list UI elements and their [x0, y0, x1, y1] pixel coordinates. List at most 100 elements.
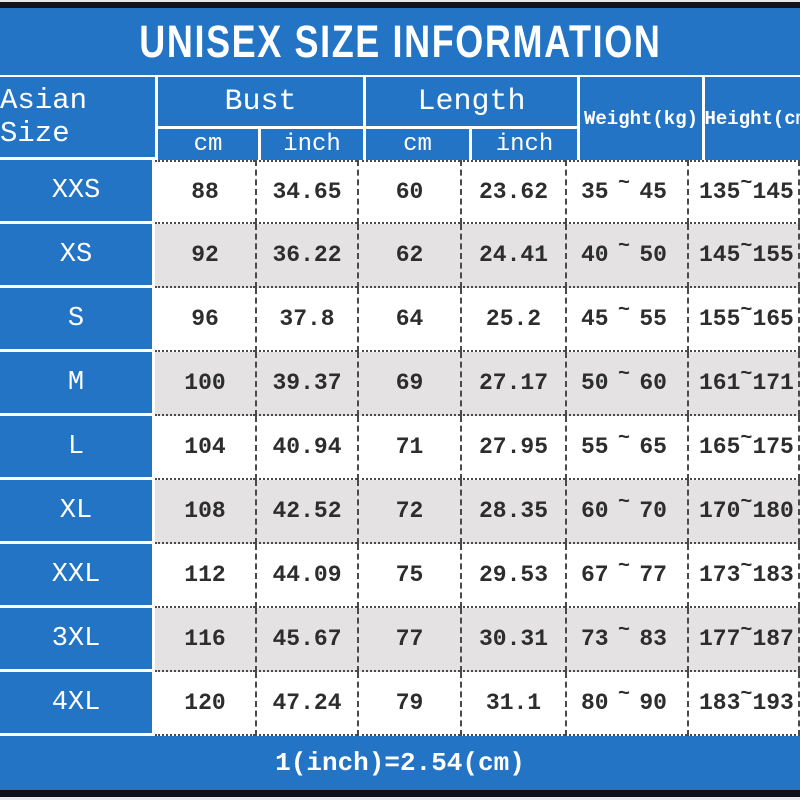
- column-header-length: Length: [366, 77, 577, 126]
- subheader-length-inch: inch: [472, 129, 577, 160]
- weight-min: 60: [581, 498, 609, 524]
- size-label: XL: [0, 480, 155, 544]
- weight-min: 40: [581, 242, 609, 268]
- table-row: S 96 37.8 64 25.2 45 ~55 155 ~165: [0, 288, 800, 352]
- column-header-asian-size: Asian Size: [0, 77, 155, 160]
- height-min: 155: [699, 306, 741, 332]
- bust-cm-cell: 112: [155, 544, 255, 608]
- size-label: M: [0, 352, 155, 416]
- column-header-weight: Weight(kg): [580, 77, 702, 160]
- size-label: S: [0, 288, 155, 352]
- page-title: UNISEX SIZE INFORMATION: [138, 15, 662, 67]
- weight-max: 45: [639, 179, 667, 205]
- bust-inch-cell: 36.22: [255, 224, 357, 288]
- bust-inch-cell: 40.94: [255, 416, 357, 480]
- height-max: 165: [752, 306, 794, 332]
- length-cm-cell: 79: [357, 672, 460, 736]
- tilde-separator: ~: [617, 171, 630, 195]
- tilde-separator: ~: [740, 490, 753, 514]
- length-cm-cell: 71: [357, 416, 460, 480]
- height-range-cell: 165 ~175: [687, 416, 800, 480]
- tilde-separator: ~: [617, 490, 630, 514]
- tilde-separator: ~: [740, 234, 753, 258]
- length-cm-cell: 64: [357, 288, 460, 352]
- tilde-separator: ~: [740, 426, 753, 450]
- weight-min: 35: [581, 179, 609, 205]
- length-inch-cell: 28.35: [460, 480, 565, 544]
- tilde-separator: ~: [617, 426, 630, 450]
- length-cm-cell: 75: [357, 544, 460, 608]
- height-max: 187: [752, 626, 794, 652]
- bust-cm-cell: 116: [155, 608, 255, 672]
- weight-max: 70: [639, 498, 667, 524]
- table-row: 3XL 116 45.67 77 30.31 73 ~83 177 ~187: [0, 608, 800, 672]
- weight-range-cell: 73 ~83: [565, 608, 687, 672]
- length-inch-cell: 29.53: [460, 544, 565, 608]
- weight-min: 73: [581, 626, 609, 652]
- weight-max: 90: [639, 690, 667, 716]
- tilde-separator: ~: [740, 618, 753, 642]
- length-inch-cell: 31.1: [460, 672, 565, 736]
- height-range-cell: 170 ~180: [687, 480, 800, 544]
- weight-max: 83: [639, 626, 667, 652]
- length-cm-cell: 77: [357, 608, 460, 672]
- bust-inch-cell: 45.67: [255, 608, 357, 672]
- height-min: 145: [699, 242, 741, 268]
- length-inch-cell: 27.95: [460, 416, 565, 480]
- bust-cm-cell: 104: [155, 416, 255, 480]
- bust-inch-cell: 39.37: [255, 352, 357, 416]
- tilde-separator: ~: [617, 234, 630, 258]
- height-min: 170: [699, 498, 741, 524]
- size-label: XXS: [0, 160, 155, 224]
- bust-cm-cell: 88: [155, 160, 255, 224]
- size-label: XXL: [0, 544, 155, 608]
- tilde-separator: ~: [617, 618, 630, 642]
- weight-min: 50: [581, 370, 609, 396]
- height-range-cell: 145 ~155: [687, 224, 800, 288]
- height-max: 180: [752, 498, 794, 524]
- size-label: L: [0, 416, 155, 480]
- height-max: 171: [752, 370, 794, 396]
- height-range-cell: 155 ~165: [687, 288, 800, 352]
- height-max: 145: [752, 179, 794, 205]
- height-max: 155: [752, 242, 794, 268]
- height-range-cell: 183 ~193: [687, 672, 800, 736]
- height-range-cell: 161 ~171: [687, 352, 800, 416]
- height-range-cell: 135 ~145: [687, 160, 800, 224]
- bottom-light-strip: [0, 797, 800, 800]
- height-min: 183: [699, 690, 741, 716]
- bust-inch-cell: 37.8: [255, 288, 357, 352]
- height-min: 135: [699, 179, 741, 205]
- height-max: 183: [752, 562, 794, 588]
- subheader-length-cm: cm: [366, 129, 469, 160]
- height-min: 173: [699, 562, 741, 588]
- table-row: M 100 39.37 69 27.17 50 ~60 161 ~171: [0, 352, 800, 416]
- top-light-strip: [0, 0, 800, 2]
- bust-inch-cell: 47.24: [255, 672, 357, 736]
- height-max: 193: [752, 690, 794, 716]
- length-inch-cell: 23.62: [460, 160, 565, 224]
- height-max: 175: [752, 434, 794, 460]
- weight-range-cell: 55 ~65: [565, 416, 687, 480]
- tilde-separator: ~: [740, 171, 753, 195]
- bust-inch-cell: 34.65: [255, 160, 357, 224]
- bust-cm-cell: 108: [155, 480, 255, 544]
- title-band: UNISEX SIZE INFORMATION: [0, 8, 800, 75]
- bust-inch-cell: 42.52: [255, 480, 357, 544]
- table-row: XXL 112 44.09 75 29.53 67 ~77 173 ~183: [0, 544, 800, 608]
- tilde-separator: ~: [617, 554, 630, 578]
- table-header: Asian Size Bust Length Weight(kg) Height…: [0, 75, 800, 160]
- weight-max: 50: [639, 242, 667, 268]
- subheader-bust-cm: cm: [158, 129, 258, 160]
- length-inch-cell: 30.31: [460, 608, 565, 672]
- weight-range-cell: 67 ~77: [565, 544, 687, 608]
- tilde-separator: ~: [740, 554, 753, 578]
- weight-range-cell: 50 ~60: [565, 352, 687, 416]
- weight-max: 77: [639, 562, 667, 588]
- weight-range-cell: 40 ~50: [565, 224, 687, 288]
- weight-max: 60: [639, 370, 667, 396]
- bust-cm-cell: 96: [155, 288, 255, 352]
- tilde-separator: ~: [617, 298, 630, 322]
- height-min: 177: [699, 626, 741, 652]
